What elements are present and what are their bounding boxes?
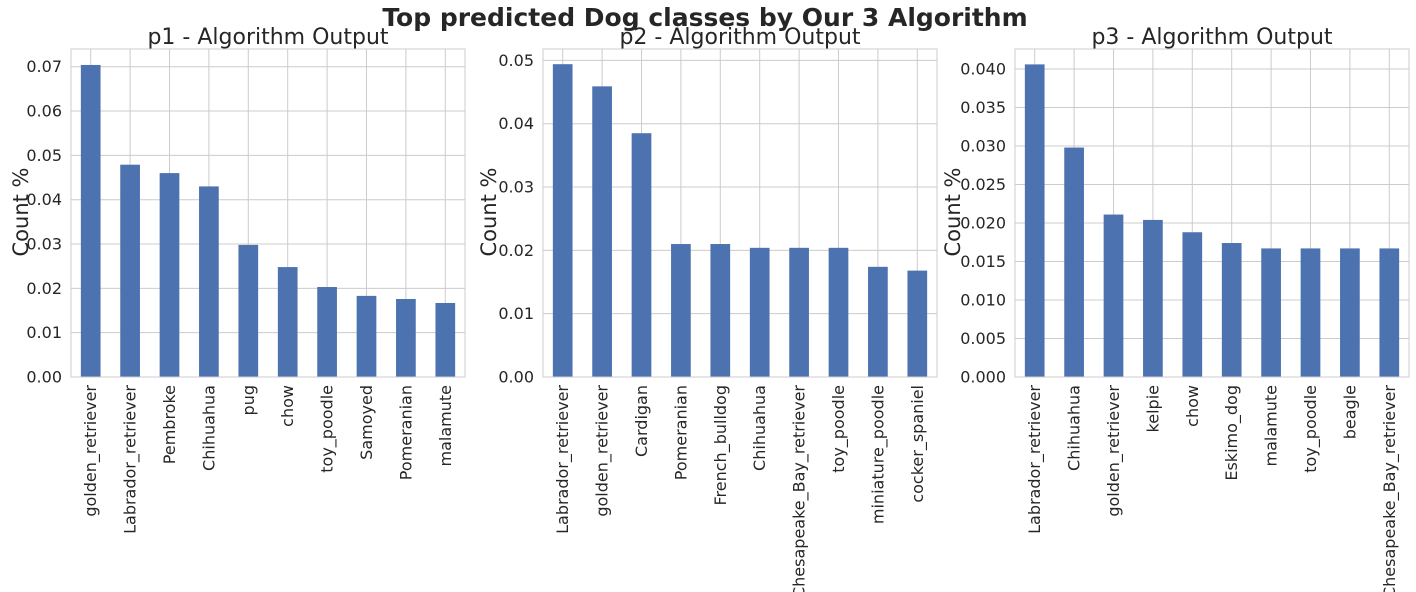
x-tick-label: Chihuahua <box>199 385 218 471</box>
bar-chow <box>1182 232 1203 377</box>
x-tick-label: beagle <box>1340 385 1359 439</box>
x-tick-label: Chihuahua <box>1065 385 1084 471</box>
x-tick-label: Pomeranian <box>396 385 415 480</box>
y-tick-label: 0.06 <box>26 102 62 121</box>
y-tick-label: 0.03 <box>498 178 534 197</box>
x-tick-label: golden_retriever <box>81 385 101 517</box>
bar-Eskimo_dog <box>1221 243 1242 377</box>
y-tick-label: 0.00 <box>498 368 534 387</box>
y-tick-label: 0.05 <box>498 51 534 70</box>
y-tick-label: 0.035 <box>960 98 1006 117</box>
bar-malamute <box>1261 248 1281 377</box>
y-tick-label: 0.04 <box>498 114 534 133</box>
x-tick-label: toy_poodle <box>829 385 849 473</box>
x-tick-label: toy_poodle <box>1301 385 1321 473</box>
y-tick-label: 0.015 <box>960 252 1006 271</box>
x-tick-label: French_bulldog <box>711 385 731 505</box>
y-tick-label: 0.030 <box>960 137 1006 156</box>
plot-frame <box>1014 48 1410 378</box>
bar-Chihuahua <box>749 247 770 377</box>
y-tick-label: 0.040 <box>960 60 1006 79</box>
figure-title: Top predicted Dog classes by Our 3 Algor… <box>382 3 1027 32</box>
bar-Chihuahua <box>199 186 219 377</box>
x-tick-label: Pomeranian <box>671 385 690 480</box>
panel-p3: p3 - Algorithm Output Count % 0.000 0.005… <box>941 25 1410 592</box>
y-tick-label: 0.020 <box>960 214 1006 233</box>
bar-Pomeranian <box>396 298 416 377</box>
y-tick-label: 0.04 <box>26 190 62 209</box>
bar-Chesapeake_Bay_retriever <box>1379 248 1400 377</box>
y-tick-label: 0.01 <box>26 323 62 342</box>
bar-malamute <box>435 302 456 377</box>
x-tick-label: toy_poodle <box>318 385 338 473</box>
y-tick-label: 0.02 <box>498 241 534 260</box>
bar-Labrador_retriever <box>120 164 140 377</box>
x-tick-label: Labrador_retriever <box>553 385 573 534</box>
y-tick-label: 0.05 <box>26 146 62 165</box>
x-tick-label: chow <box>278 385 297 427</box>
bar-toy_poodle <box>828 247 849 377</box>
bar-cocker_spaniel <box>907 270 928 377</box>
x-tick-label: malamute <box>436 385 455 466</box>
x-tick-label: Chihuahua <box>750 385 769 471</box>
bar-golden_retriever <box>592 86 612 377</box>
x-tick-label: Samoyed <box>357 385 376 460</box>
bar-Pembroke <box>159 173 180 377</box>
y-tick-label: 0.000 <box>960 368 1006 387</box>
bar-golden_retriever <box>80 64 101 377</box>
panel-title: p3 - Algorithm Output <box>1091 25 1332 50</box>
x-tick-label: Labrador_retriever <box>121 385 141 534</box>
y-axis-label: Count % <box>477 168 501 257</box>
x-tick-label: miniature_poodle <box>868 385 888 524</box>
x-tick-label: chow <box>1183 385 1202 427</box>
bar-Samoyed <box>356 295 377 377</box>
bar-golden_retriever <box>1103 214 1124 377</box>
bar-kelpie <box>1143 219 1163 377</box>
y-tick-label: 0.01 <box>498 304 534 323</box>
bar-Pomeranian <box>671 244 691 377</box>
bar-pug <box>238 244 259 377</box>
x-tick-label: Chesapeake_Bay_retriever <box>790 385 810 592</box>
bar-miniature_poodle <box>868 266 888 377</box>
bar-French_bulldog <box>710 244 731 377</box>
plot-frame <box>542 48 938 378</box>
x-tick-label: golden_retriever <box>1104 385 1124 517</box>
bar-Chihuahua <box>1064 147 1084 377</box>
panel-p1: p1 - Algorithm Output Count % 0.00 0.01 0.… <box>9 25 466 534</box>
plot-frame <box>70 48 466 378</box>
x-tick-label: Labrador_retriever <box>1025 385 1045 534</box>
bar-Chesapeake_Bay_retriever <box>789 247 809 377</box>
x-tick-label: Chesapeake_Bay_retriever <box>1380 385 1400 592</box>
x-tick-label: golden_retriever <box>593 385 613 517</box>
panel-p2: p2 - Algorithm Output Count % 0.00 0.01 0.… <box>477 25 938 592</box>
y-tick-label: 0.07 <box>26 57 62 76</box>
panel-title: p1 - Algorithm Output <box>147 25 388 50</box>
x-tick-label: cocker_spaniel <box>908 385 928 503</box>
y-tick-label: 0.02 <box>26 279 62 298</box>
bar-toy_poodle <box>1300 248 1321 377</box>
panel-title: p2 - Algorithm Output <box>619 25 860 50</box>
x-tick-label: Cardigan <box>632 385 651 457</box>
y-tick-label: 0.03 <box>26 235 62 254</box>
bar-toy_poodle <box>317 287 337 377</box>
y-axis-label: Count % <box>941 168 965 257</box>
bar-beagle <box>1340 248 1360 377</box>
y-tick-label: 0.00 <box>26 368 62 387</box>
x-tick-label: kelpie <box>1143 385 1162 432</box>
y-axis-label: Count % <box>9 168 33 257</box>
x-tick-label: Pembroke <box>160 385 179 464</box>
bar-Labrador_retriever <box>552 64 573 378</box>
x-tick-label: Eskimo_dog <box>1222 385 1242 481</box>
x-tick-label: pug <box>239 385 258 415</box>
bar-Labrador_retriever <box>1024 64 1045 378</box>
bar-Cardigan <box>631 133 652 377</box>
y-tick-label: 0.005 <box>960 329 1006 348</box>
y-tick-label: 0.010 <box>960 291 1006 310</box>
y-tick-label: 0.025 <box>960 175 1006 194</box>
x-tick-label: malamute <box>1262 385 1281 466</box>
bar-chow <box>277 267 298 377</box>
